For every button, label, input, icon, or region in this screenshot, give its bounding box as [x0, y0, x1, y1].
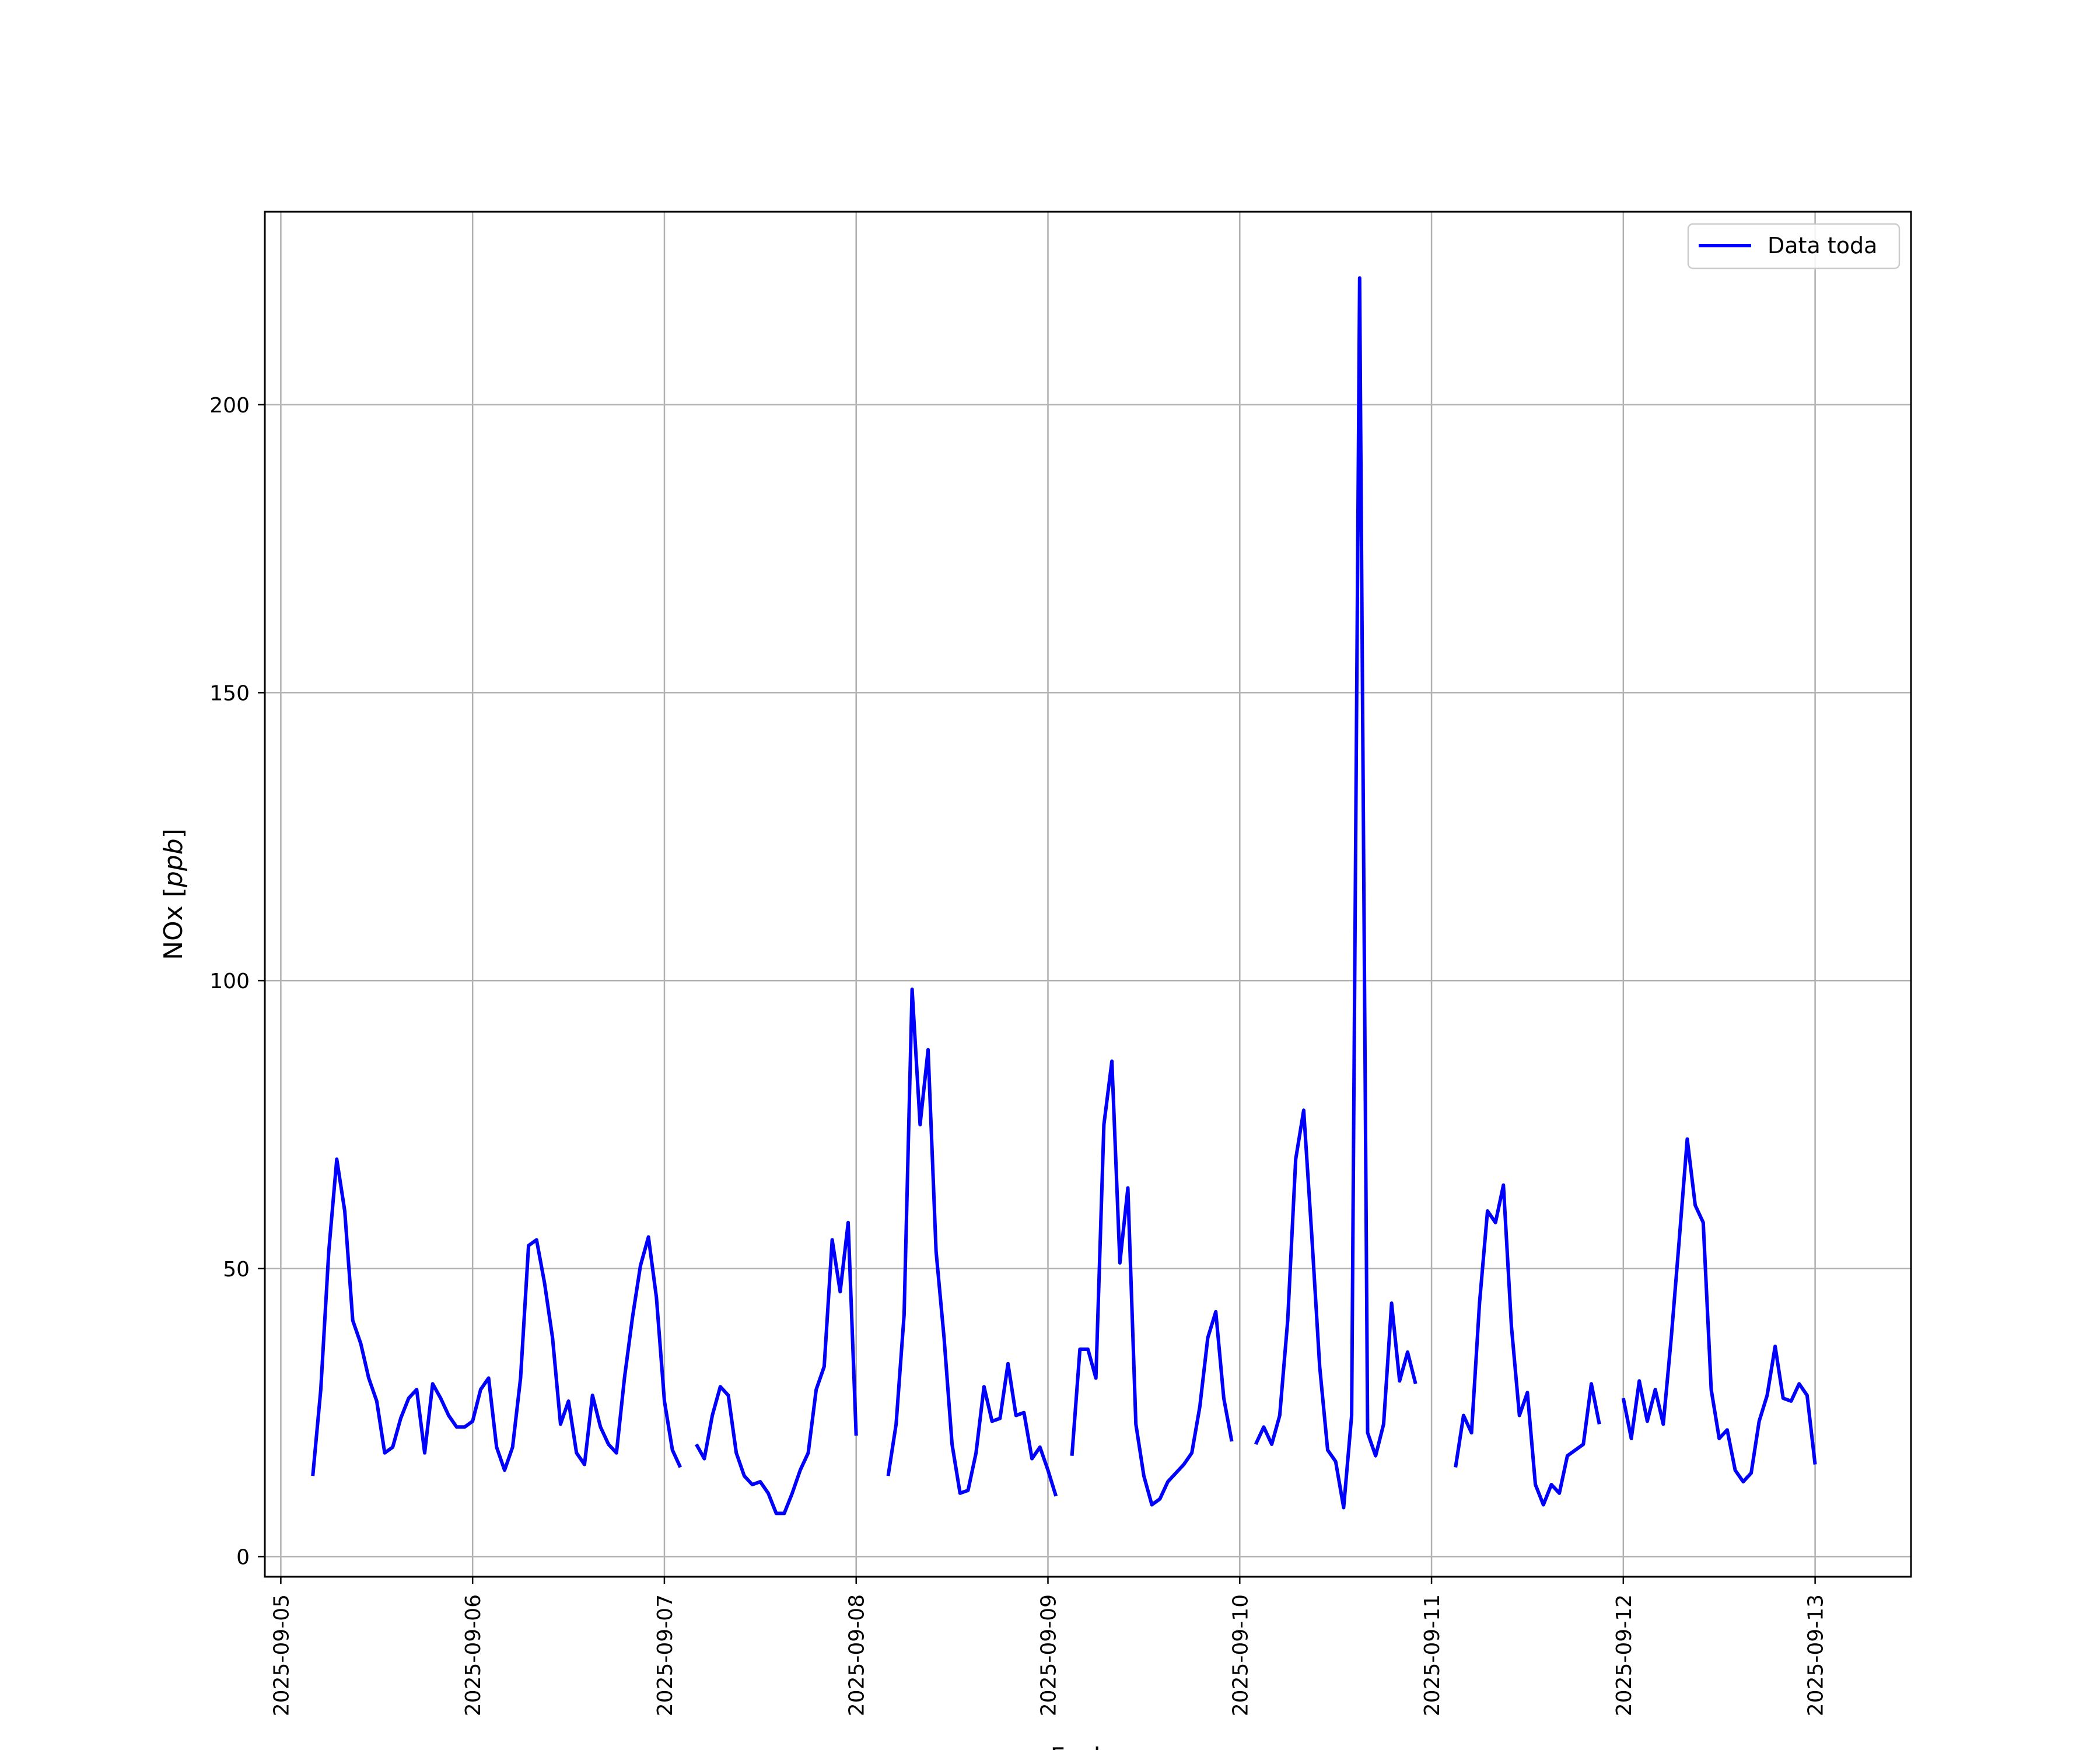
x-tick-label-7: 2025-09-12: [1612, 1594, 1636, 1716]
tick-layer: 2025-09-05 2025-09-06 2025-09-07 2025-09-08…: [209, 394, 1828, 1716]
series-0-segment-5: [1454, 1183, 1601, 1507]
series-0-segment-2: [886, 987, 1058, 1497]
y-axis-title-close: ]: [159, 828, 188, 838]
plot-frame: [264, 211, 1912, 1578]
y-tick-label-0: 0: [236, 1545, 250, 1569]
plot-area-background: [265, 212, 1911, 1577]
y-axis-title-text: NOx [: [159, 887, 188, 960]
series-0-segment-4: [1254, 276, 1418, 1510]
y-axis-title-unit: ppb: [159, 838, 188, 888]
y-tick-label-4: 200: [209, 394, 250, 418]
legend-box: [1687, 223, 1901, 270]
series-0-segment-0: [311, 1157, 682, 1476]
y-axis-title: NOx [ppb]: [159, 828, 188, 960]
x-tick-label-2: 2025-09-07: [653, 1594, 677, 1716]
x-tick-label-5: 2025-09-10: [1228, 1594, 1252, 1716]
series-0-segment-6: [1621, 1137, 1817, 1484]
series-0-segment-1: [695, 1220, 858, 1516]
series-layer: [311, 276, 1817, 1516]
x-tick-label-4: 2025-09-09: [1037, 1594, 1061, 1716]
series-0-segment-3: [1070, 1059, 1234, 1507]
legend-label: Data toda: [1768, 233, 1877, 258]
x-tick-label-3: 2025-09-08: [845, 1594, 869, 1716]
y-tick-label-2: 100: [209, 970, 250, 993]
x-axis-title: Fecha: [1050, 1742, 1125, 1750]
legend: Data toda: [1687, 223, 1901, 270]
y-tick-label-1: 50: [223, 1258, 250, 1282]
x-tick-label-6: 2025-09-11: [1420, 1594, 1444, 1716]
y-tick-label-3: 150: [209, 681, 250, 705]
x-tick-label-1: 2025-09-06: [461, 1594, 485, 1716]
grid-layer: [265, 212, 1911, 1577]
x-tick-label-8: 2025-09-13: [1804, 1594, 1828, 1716]
x-tick-label-0: 2025-09-05: [270, 1594, 293, 1716]
